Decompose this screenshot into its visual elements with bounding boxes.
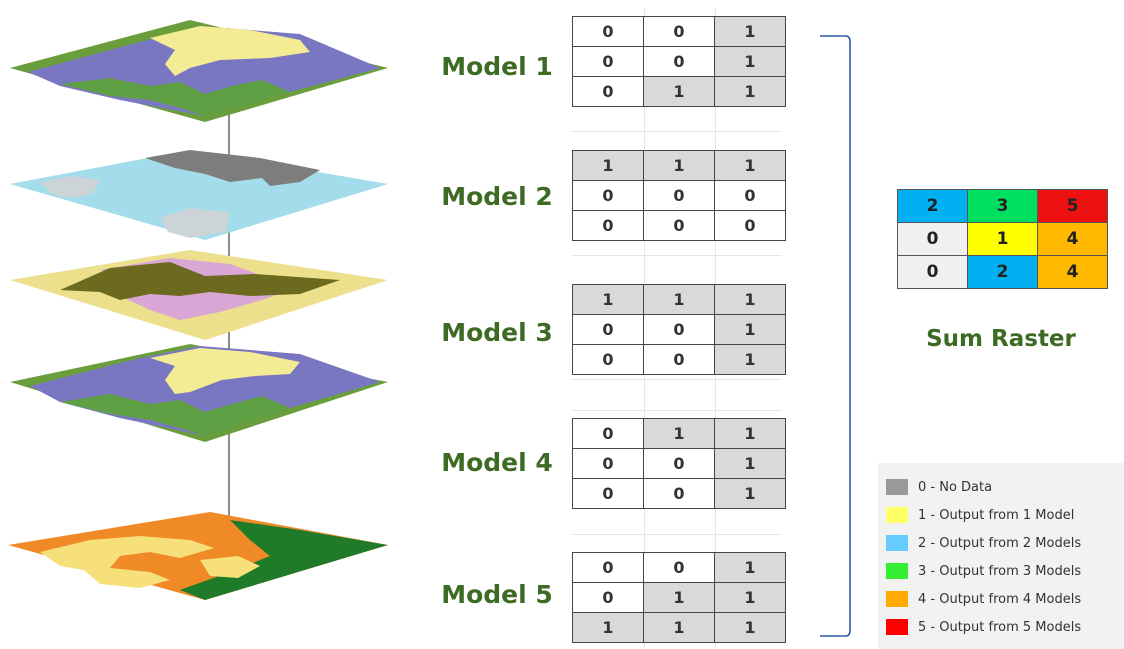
grid-cell: 1 — [714, 418, 786, 449]
grid-cell: 0 — [643, 210, 715, 241]
legend-label: 2 - Output from 2 Models — [918, 535, 1082, 551]
legend-label: 3 - Output from 3 Models — [918, 563, 1082, 579]
model-4-label: Model 4 — [441, 448, 553, 477]
grid-cell: 0 — [572, 478, 644, 509]
grid-cell: 0 — [714, 210, 786, 241]
model-2-label: Model 2 — [441, 182, 553, 211]
legend-item-2: 2 - Output from 2 Models — [878, 529, 1124, 557]
grid-cell: 1 — [572, 612, 644, 643]
sum-cell: 3 — [967, 189, 1038, 223]
map-layer-2 — [10, 150, 388, 240]
sum-raster-title: Sum Raster — [926, 326, 1076, 352]
grid-cell: 0 — [643, 180, 715, 211]
grid-cell: 0 — [572, 418, 644, 449]
sum-cell: 0 — [897, 222, 968, 256]
grid-cell: 1 — [643, 76, 715, 107]
grid-cell: 0 — [572, 210, 644, 241]
map-layer-4 — [10, 344, 388, 442]
grid-cell: 0 — [572, 46, 644, 77]
map-layer-stack — [8, 20, 388, 600]
grid-cell: 0 — [643, 448, 715, 479]
grid-cell: 0 — [572, 448, 644, 479]
map-layer-5 — [8, 512, 388, 600]
legend-item-4: 4 - Output from 4 Models — [878, 585, 1124, 613]
legend-label: 5 - Output from 5 Models — [918, 619, 1082, 635]
grid-cell: 1 — [714, 150, 786, 181]
grid-cell: 0 — [714, 180, 786, 211]
model-3-label: Model 3 — [441, 318, 553, 347]
legend-swatch — [886, 619, 908, 635]
grid-cell: 1 — [643, 150, 715, 181]
grid-cell: 1 — [643, 612, 715, 643]
legend: 0 - No Data 1 - Output from 1 Model 2 - … — [878, 463, 1124, 649]
legend-item-0: 0 - No Data — [878, 473, 1124, 501]
grid-cell: 1 — [714, 284, 786, 315]
model-5-label: Model 5 — [441, 580, 553, 609]
sum-cell: 5 — [1037, 189, 1108, 223]
sum-cell: 2 — [967, 255, 1038, 289]
grid-cell: 0 — [643, 46, 715, 77]
grid-cell: 0 — [572, 314, 644, 345]
legend-label: 4 - Output from 4 Models — [918, 591, 1082, 607]
map-layer-1 — [10, 20, 388, 122]
grid-cell: 0 — [643, 16, 715, 47]
grid-cell: 1 — [714, 612, 786, 643]
grid-cell: 1 — [714, 76, 786, 107]
sum-cell: 2 — [897, 189, 968, 223]
grid-cell: 0 — [572, 16, 644, 47]
model-1-label: Model 1 — [441, 52, 553, 81]
sum-cell: 4 — [1037, 222, 1108, 256]
grid-cell: 1 — [714, 478, 786, 509]
sum-cell: 4 — [1037, 255, 1108, 289]
legend-swatch — [886, 479, 908, 495]
legend-swatch — [886, 591, 908, 607]
sum-cell: 0 — [897, 255, 968, 289]
grid-cell: 1 — [714, 448, 786, 479]
grid-cell: 0 — [643, 552, 715, 583]
legend-label: 1 - Output from 1 Model — [918, 507, 1075, 523]
legend-swatch — [886, 563, 908, 579]
grid-cell: 1 — [714, 16, 786, 47]
grid-cell: 0 — [572, 76, 644, 107]
sum-bracket — [820, 35, 851, 637]
legend-swatch — [886, 507, 908, 523]
grid-cell: 0 — [572, 582, 644, 613]
legend-item-3: 3 - Output from 3 Models — [878, 557, 1124, 585]
grid-cell: 1 — [572, 284, 644, 315]
grid-cell: 1 — [643, 284, 715, 315]
grid-cell: 1 — [714, 344, 786, 375]
grid-cell: 0 — [643, 344, 715, 375]
legend-item-5: 5 - Output from 5 Models — [878, 613, 1124, 641]
grid-cell: 1 — [714, 582, 786, 613]
grid-cell: 1 — [643, 582, 715, 613]
legend-label: 0 - No Data — [918, 479, 993, 495]
grid-cell: 0 — [643, 478, 715, 509]
grid-cell: 0 — [572, 344, 644, 375]
legend-swatch — [886, 535, 908, 551]
legend-item-1: 1 - Output from 1 Model — [878, 501, 1124, 529]
grid-cell: 0 — [572, 180, 644, 211]
grid-cell: 1 — [714, 552, 786, 583]
grid-cell: 1 — [643, 418, 715, 449]
map-layer-3 — [10, 250, 388, 340]
grid-cell: 1 — [572, 150, 644, 181]
grid-cell: 1 — [714, 314, 786, 345]
grid-cell: 0 — [643, 314, 715, 345]
grid-cell: 0 — [572, 552, 644, 583]
grid-cell: 1 — [714, 46, 786, 77]
sum-cell: 1 — [967, 222, 1038, 256]
